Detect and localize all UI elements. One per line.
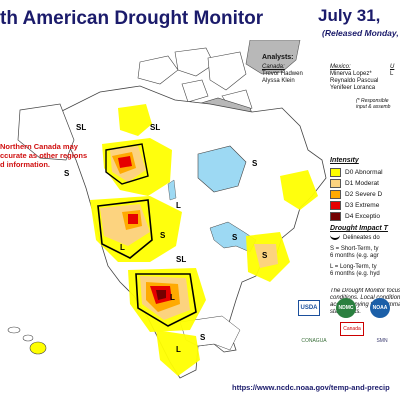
legend-swatch <box>330 189 341 199</box>
legend: Intensity D0 Abnormal D1 Moderat D2 Seve… <box>330 157 400 279</box>
hudson-bay <box>197 145 247 193</box>
conagua-logo: CONAGUA <box>301 338 327 344</box>
legend-intensity-heading: Intensity <box>330 157 359 164</box>
impact-boundary <box>97 199 153 259</box>
legend-item-d1: D1 Moderat <box>330 178 400 188</box>
arctic-island <box>207 51 247 91</box>
analyst-name: Trevor Hadwen <box>262 71 303 77</box>
drought-d3-area <box>118 156 132 168</box>
page-title: th American Drought Monitor <box>0 8 264 29</box>
responsible-note: (* Responsible input & assemb <box>356 98 391 110</box>
release-date: (Released Monday, A <box>322 28 400 38</box>
analysts-canada: Canada: Trevor Hadwen Alyssa Klein <box>262 64 303 85</box>
analyst-name: Yenifeer Loranca <box>330 85 376 91</box>
analysts-heading: Analysts: <box>262 54 294 61</box>
map-label: S <box>232 233 238 242</box>
impact-boundary <box>135 273 197 327</box>
arctic-island <box>174 47 215 77</box>
map-label: L <box>120 243 125 252</box>
analyst-name: Alyssa Klein <box>262 78 295 84</box>
analysts-usa: U L <box>390 64 394 78</box>
analyst-name: Reynaldo Pascual <box>330 78 379 84</box>
map-label: S <box>160 231 166 240</box>
map-label: S <box>262 251 268 260</box>
drought-d0-area <box>118 104 152 136</box>
map-label: S <box>200 333 206 342</box>
map-date: July 31, <box>318 6 381 25</box>
northern-canada-note: Northern Canada may ccurate as other reg… <box>0 142 88 169</box>
legend-long-term: L = Long-Term, ty 6 months (e.g. hyd <box>330 263 380 278</box>
noaa-logo: NOAA <box>370 298 390 318</box>
map-label: L <box>170 293 175 302</box>
canada-logo: Canada <box>340 322 364 336</box>
legend-swatch <box>330 200 341 210</box>
drought-d3-area <box>128 214 138 224</box>
legend-item-d2: D2 Severe D <box>330 189 400 199</box>
impact-boundary <box>105 143 149 185</box>
map-label: S <box>64 169 70 178</box>
map-label: SL <box>76 123 86 132</box>
canada-label: Canada: <box>262 64 285 70</box>
greenland-region <box>245 40 301 75</box>
legend-item-d0: D0 Abnormal <box>330 167 400 177</box>
smn-logo: SMN <box>376 338 388 344</box>
hawaii-islands <box>7 326 47 355</box>
drought-d1-area <box>254 244 278 268</box>
map-label: SL <box>150 123 160 132</box>
usa-label: U <box>390 64 395 70</box>
legend-swatch <box>330 167 341 177</box>
analysts-mexico: Mexico: Minerva Lopez* Reynaldo Pascual … <box>330 64 378 92</box>
lake-winnipeg <box>167 179 177 201</box>
arctic-island <box>181 79 209 103</box>
drought-d0-area <box>156 330 200 376</box>
legend-item-d3: D3 Extreme <box>330 200 400 210</box>
analyst-name: L <box>390 71 394 77</box>
map-label: S <box>252 159 258 168</box>
analyst-name: Minerva Lopez* <box>330 71 372 77</box>
legend-impact-heading: Drought Impact T <box>330 225 388 232</box>
map-label: L <box>176 345 181 354</box>
drought-d4-area <box>156 290 166 300</box>
map-label: L <box>176 201 181 210</box>
boundary-line-icon <box>330 235 340 240</box>
usda-logo: USDA <box>298 300 320 316</box>
source-url[interactable]: https://www.ncdc.noaa.gov/temp-and-preci… <box>232 383 390 392</box>
legend-short-term: S = Short-Term, ty 6 months (e.g. agr <box>330 245 379 260</box>
legend-boundary: Delineates do <box>330 235 400 243</box>
drought-map: SL S S S S L SL L L S SL L S <box>7 40 327 379</box>
alaska <box>17 103 75 161</box>
drought-d0-area <box>280 170 318 210</box>
arctic-island <box>137 55 179 85</box>
mexico-label: Mexico: <box>330 64 351 70</box>
legend-item-d4: D4 Exceptio <box>330 211 400 221</box>
map-label: SL <box>176 255 186 264</box>
ndmc-logo: NDMC <box>336 298 356 318</box>
legend-swatch <box>330 211 341 221</box>
legend-swatch <box>330 178 341 188</box>
